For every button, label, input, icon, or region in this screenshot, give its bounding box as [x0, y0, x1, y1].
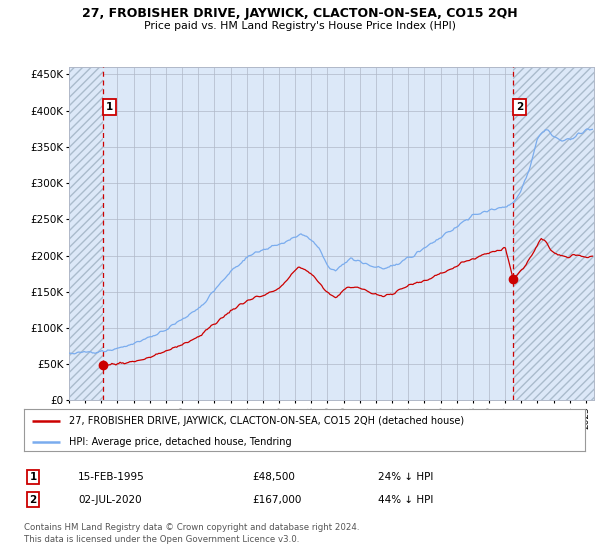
Text: £48,500: £48,500	[252, 472, 295, 482]
Text: 44% ↓ HPI: 44% ↓ HPI	[378, 494, 433, 505]
Bar	[69, 67, 103, 400]
Text: 1: 1	[29, 472, 37, 482]
Text: Contains HM Land Registry data © Crown copyright and database right 2024.
This d: Contains HM Land Registry data © Crown c…	[24, 523, 359, 544]
Text: 1: 1	[106, 102, 113, 112]
Text: 27, FROBISHER DRIVE, JAYWICK, CLACTON-ON-SEA, CO15 2QH: 27, FROBISHER DRIVE, JAYWICK, CLACTON-ON…	[82, 7, 518, 20]
Text: 2: 2	[29, 494, 37, 505]
Text: 2: 2	[515, 102, 523, 112]
Text: £167,000: £167,000	[252, 494, 301, 505]
Text: Price paid vs. HM Land Registry's House Price Index (HPI): Price paid vs. HM Land Registry's House …	[144, 21, 456, 31]
Text: 27, FROBISHER DRIVE, JAYWICK, CLACTON-ON-SEA, CO15 2QH (detached house): 27, FROBISHER DRIVE, JAYWICK, CLACTON-ON…	[69, 416, 464, 426]
Text: HPI: Average price, detached house, Tendring: HPI: Average price, detached house, Tend…	[69, 437, 292, 446]
Text: 02-JUL-2020: 02-JUL-2020	[78, 494, 142, 505]
Text: 24% ↓ HPI: 24% ↓ HPI	[378, 472, 433, 482]
Text: 15-FEB-1995: 15-FEB-1995	[78, 472, 145, 482]
Bar	[513, 67, 594, 400]
